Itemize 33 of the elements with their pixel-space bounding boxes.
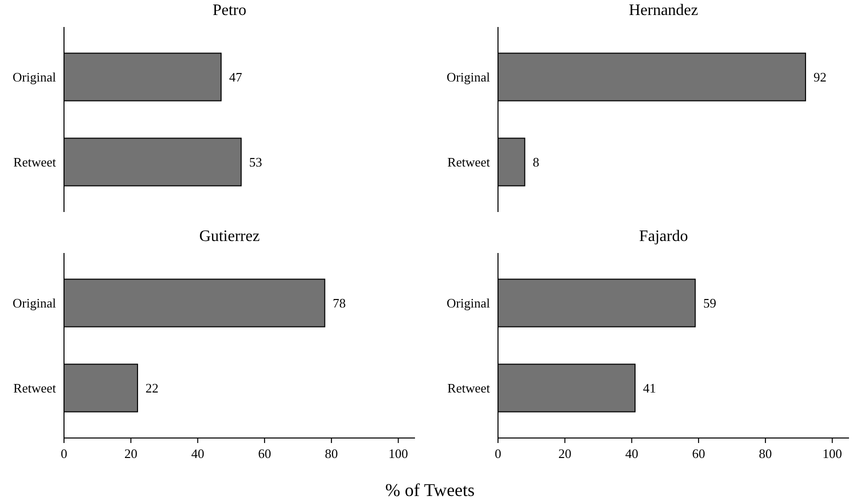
data-label: 92 (814, 70, 827, 85)
y-tick-label: Retweet (447, 154, 490, 170)
data-label: 47 (229, 70, 243, 85)
y-tick-label: Retweet (13, 380, 56, 396)
y-tick-label: Retweet (13, 154, 56, 170)
x-tick-label: 60 (258, 446, 272, 461)
x-tick-label: 20 (124, 446, 138, 461)
x-tick-label: 40 (191, 446, 204, 461)
data-label: 59 (703, 296, 716, 311)
data-label: 78 (332, 296, 346, 311)
y-tick-label: Original (12, 70, 56, 85)
x-tick-label: 80 (324, 446, 338, 461)
y-tick-label: Original (446, 70, 490, 85)
x-tick-label: 100 (388, 446, 408, 461)
data-label: 41 (643, 380, 656, 396)
x-tick-label: 40 (625, 446, 638, 461)
x-tick-label: 100 (822, 446, 842, 461)
data-label: 8 (532, 154, 540, 170)
chart-title: Fajardo (639, 228, 688, 245)
x-axis-title: % of Tweets (385, 480, 475, 500)
x-tick-label: 0 (494, 446, 502, 461)
chart-title: Petro (212, 2, 246, 19)
y-tick-label: Original (446, 296, 490, 311)
data-label: 53 (249, 154, 262, 170)
data-label: 22 (146, 380, 159, 396)
x-tick-label: 20 (558, 446, 572, 461)
y-tick-label: Retweet (447, 380, 490, 396)
x-tick-label: 0 (60, 446, 68, 461)
chart-title: Hernandez (628, 2, 698, 19)
x-tick-label: 80 (758, 446, 772, 461)
x-tick-label: 60 (692, 446, 706, 461)
chart-title: Gutierrez (199, 228, 260, 245)
y-tick-label: Original (12, 296, 56, 311)
